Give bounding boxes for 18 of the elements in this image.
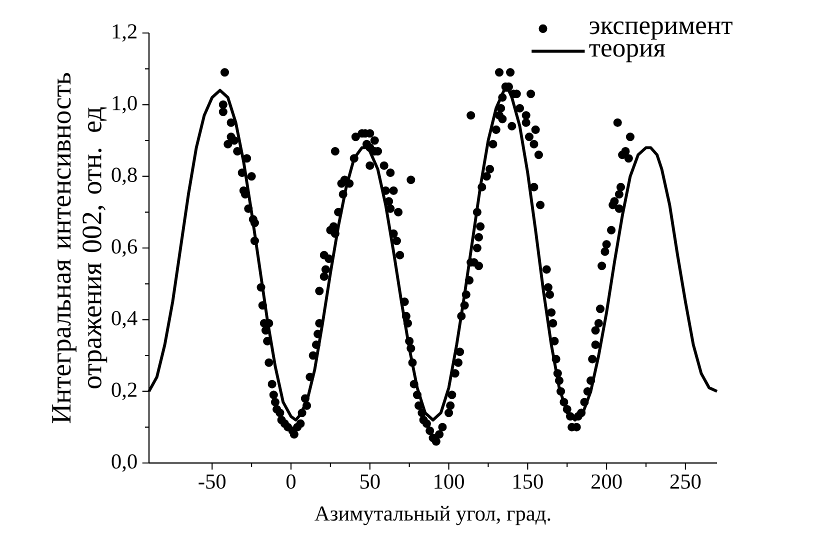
y-tick-label: 0,8	[112, 168, 137, 186]
legend-label: теория	[589, 44, 666, 62]
legend-label: эксперимент	[590, 21, 732, 40]
x-tick-label: 50	[360, 474, 380, 489]
x-tick-label: -50	[198, 474, 226, 489]
y-tick-label: 0,4	[112, 310, 138, 328]
x-tick-label: 250	[670, 474, 701, 489]
y-tick-label: 1,0	[112, 96, 137, 114]
x-tick-label: 150	[514, 474, 543, 489]
y-tick-label: 0,6	[112, 239, 137, 257]
y-tick-label: 1,2	[112, 24, 136, 42]
y-axis-title: Интегральная интенсивность отражения 002, отн. ед	[52, 72, 108, 424]
x-tick-label: 200	[591, 474, 622, 489]
y-tick-label: 0,2	[112, 382, 136, 400]
y-tick-label: 0,0	[112, 454, 137, 472]
x-tick-label: 0	[286, 474, 296, 489]
x-tick-label: 100	[434, 474, 464, 489]
x-axis-title: Азимутальный угол, град.	[314, 506, 550, 526]
